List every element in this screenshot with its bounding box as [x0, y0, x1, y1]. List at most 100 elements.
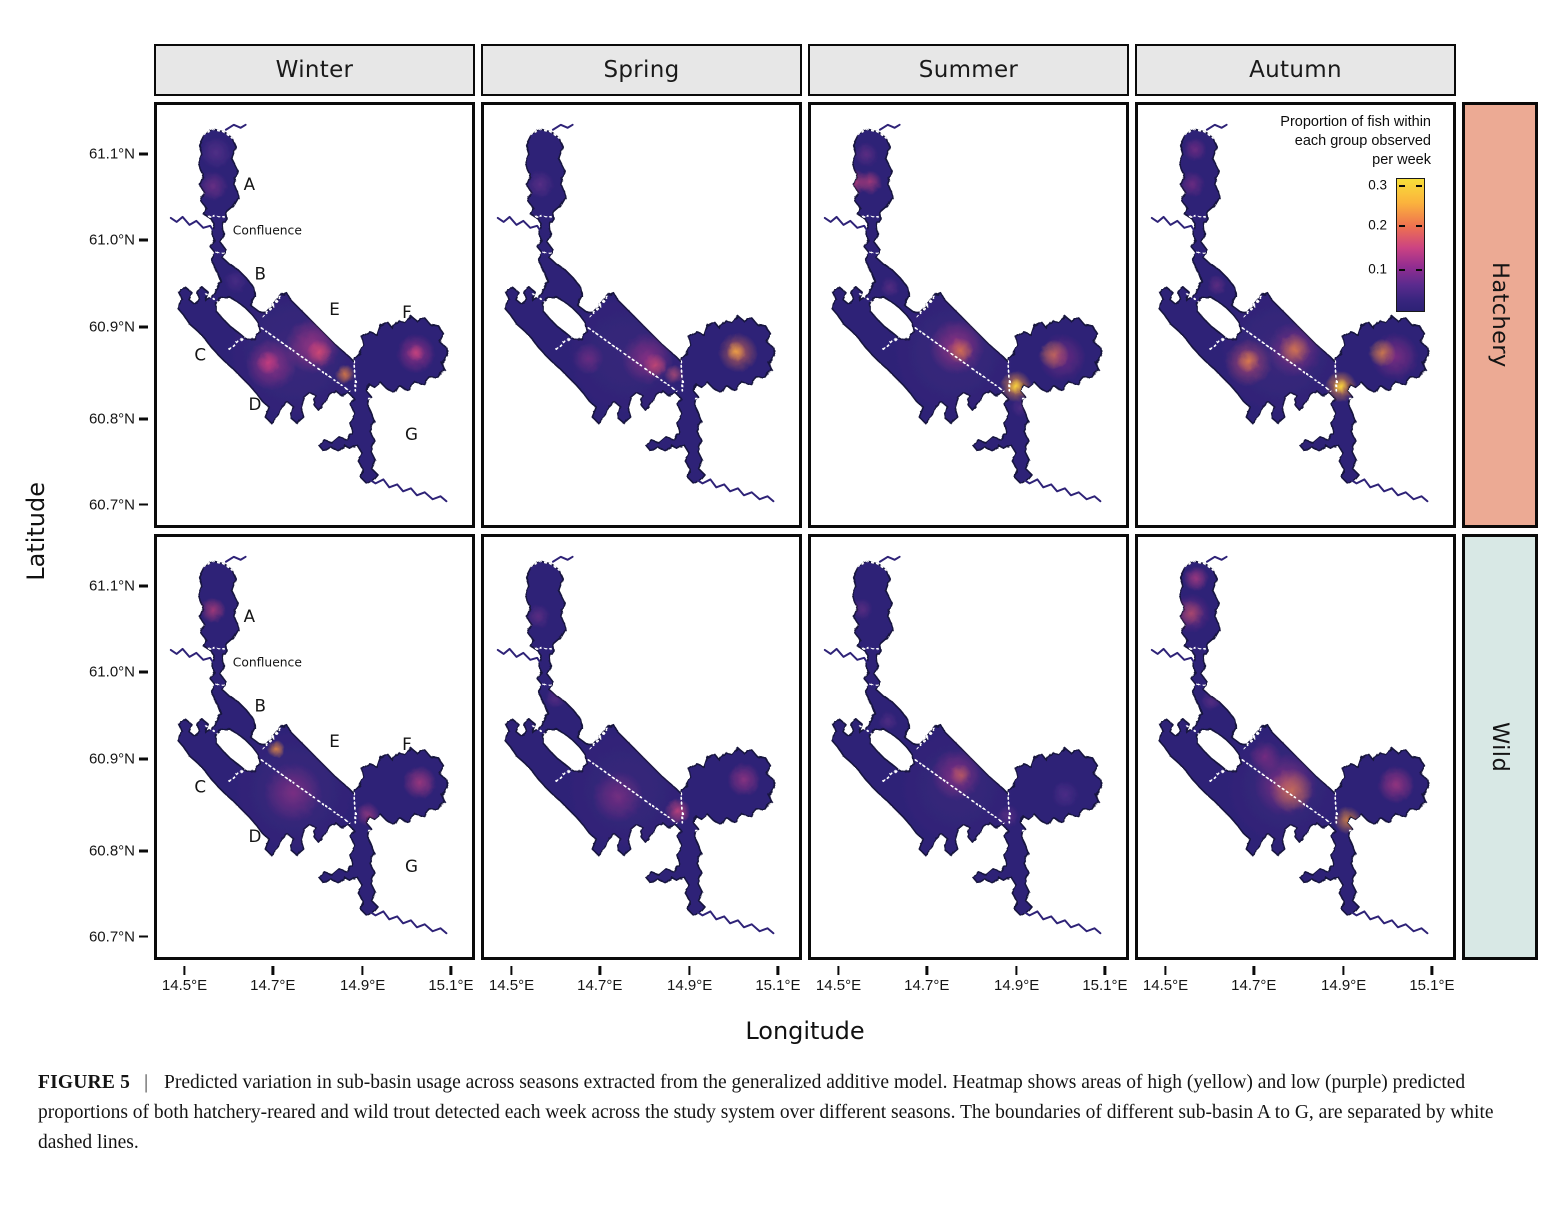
legend-title-line: each group observed	[1294, 132, 1431, 149]
y-tick-label: 60.7°N	[88, 928, 135, 946]
y-tick-mark	[139, 503, 148, 506]
y-tick: 60.7°N	[89, 928, 148, 945]
x-tick-mark	[1015, 966, 1018, 975]
x-tick-label: 14.9°E	[340, 977, 386, 994]
x-tick: 14.9°E	[994, 966, 1039, 994]
basin-label-g: G	[405, 856, 418, 876]
basin-label-g: G	[405, 424, 418, 444]
facet-header-label: Autumn	[1249, 57, 1342, 83]
x-tick-mark	[1430, 966, 1434, 975]
facet-header-summer: Summer	[808, 44, 1129, 96]
basin-label-confluence: Confluence	[233, 656, 302, 670]
panel-wild-spring	[481, 534, 802, 960]
basin-label-d: D	[249, 826, 262, 846]
legend-tick-mark	[1416, 268, 1422, 271]
legend-tick-mark	[1399, 268, 1405, 271]
y-tick-label: 61.1°N	[88, 577, 135, 595]
y-tick-mark	[139, 849, 148, 853]
basin-label-e: E	[329, 731, 340, 751]
y-tick-mark	[139, 238, 148, 242]
y-tick-label: 60.7°N	[88, 496, 135, 514]
panel-hatchery-winter: A Confluence B E F C D G	[154, 102, 475, 528]
heatmap-wild-autumn	[1150, 555, 1430, 935]
x-tick-label: 14.5°E	[161, 977, 208, 994]
panel-wild-winter: A Confluence B E F C D G	[154, 534, 475, 960]
y-tick: 61.1°N	[89, 577, 148, 594]
y-tick: 60.9°N	[89, 750, 148, 767]
y-tick-label: 60.9°N	[88, 750, 135, 768]
basin-label-b: B	[254, 695, 265, 715]
facet-strip-hatchery: Hatchery	[1462, 102, 1538, 528]
legend-title-line: Proportion of fish within	[1280, 114, 1431, 130]
x-tick-label: 14.5°E	[488, 977, 535, 994]
x-axis-ticks-spring: 14.5°E 14.7°E 14.9°E 15.1°E	[481, 966, 802, 1002]
panel-hatchery-spring	[481, 102, 802, 528]
y-axis-title-text: Latitude	[22, 481, 50, 581]
facet-header-label: Summer	[918, 57, 1019, 83]
basin-label-c: C	[194, 345, 206, 365]
figure-grid: Winter Spring Summer Autumn Latitude 61.…	[14, 44, 1544, 1054]
facet-header-spring: Spring	[481, 44, 802, 96]
panel-hatchery-summer	[808, 102, 1129, 528]
y-tick-mark	[139, 584, 148, 588]
basin-label-e: E	[329, 299, 340, 319]
legend-tick-mark	[1399, 225, 1405, 228]
x-tick-label: 14.9°E	[1321, 977, 1367, 994]
basin-label-d: D	[249, 394, 262, 414]
colorbar-legend: Proportion of fish within each group obs…	[1221, 113, 1431, 312]
basin-label-c: C	[194, 777, 206, 797]
y-axis-ticks-top-row: 61.1°N 61.0°N 60.9°N 60.8°N 60.7°N	[64, 102, 148, 528]
y-tick-mark	[139, 757, 148, 761]
x-tick-mark	[837, 966, 840, 975]
y-tick-label: 61.1°N	[88, 145, 135, 163]
facet-strip-label: Wild	[1487, 721, 1513, 773]
x-tick: 14.7°E	[577, 966, 622, 994]
facet-header-autumn: Autumn	[1135, 44, 1456, 96]
x-tick-mark	[925, 966, 929, 975]
panel-hatchery-autumn: Proportion of fish within each group obs…	[1135, 102, 1456, 528]
y-tick: 60.8°N	[89, 410, 148, 427]
x-tick-mark	[183, 966, 186, 975]
x-tick-mark	[361, 966, 364, 975]
legend-tick-mark	[1416, 185, 1422, 188]
heatmap-hatchery-winter: A Confluence B E F C D G	[169, 123, 449, 503]
facet-header-label: Winter	[275, 57, 354, 83]
x-tick: 14.5°E	[162, 966, 207, 994]
basin-label-f: F	[402, 734, 412, 754]
basin-label-f: F	[402, 302, 412, 322]
x-tick-mark	[776, 966, 780, 975]
x-axis-title: Longitude	[154, 1008, 1456, 1054]
x-tick-label: 14.7°E	[250, 977, 296, 994]
x-tick-mark	[271, 966, 275, 975]
figure-5-page: Winter Spring Summer Autumn Latitude 61.…	[14, 44, 1544, 1154]
panel-wild-autumn	[1135, 534, 1456, 960]
legend-tick-label: 0.2	[1368, 217, 1387, 233]
legend-tick-label: 0.1	[1368, 261, 1387, 277]
y-tick-label: 61.0°N	[88, 663, 135, 681]
x-tick-label: 15.1°E	[755, 977, 801, 994]
x-tick: 14.9°E	[340, 966, 385, 994]
x-tick: 14.7°E	[1231, 966, 1276, 994]
x-tick-label: 14.7°E	[904, 977, 950, 994]
x-tick-label: 15.1°E	[1409, 977, 1455, 994]
x-tick: 14.5°E	[1143, 966, 1188, 994]
basin-label-confluence: Confluence	[233, 224, 302, 238]
y-tick: 61.0°N	[89, 664, 148, 681]
y-tick-mark	[139, 670, 148, 674]
facet-strip-wild: Wild	[1462, 534, 1538, 960]
x-tick-label: 15.1°E	[1082, 977, 1128, 994]
y-tick-mark	[139, 152, 148, 156]
y-tick: 61.0°N	[89, 232, 148, 249]
y-tick-label: 60.8°N	[88, 842, 135, 860]
caption-text: Predicted variation in sub-basin usage a…	[38, 1072, 1494, 1154]
x-axis-title-text: Longitude	[745, 1017, 865, 1045]
facet-header-winter: Winter	[154, 44, 475, 96]
x-tick: 15.1°E	[428, 966, 474, 994]
x-tick-mark	[1103, 966, 1107, 975]
panel-wild-summer	[808, 534, 1129, 960]
x-tick-label: 14.5°E	[815, 977, 862, 994]
heatmap-hatchery-spring	[496, 123, 776, 503]
x-tick-label: 15.1°E	[428, 977, 474, 994]
y-tick-label: 60.8°N	[88, 410, 135, 428]
y-tick-mark	[139, 417, 148, 421]
